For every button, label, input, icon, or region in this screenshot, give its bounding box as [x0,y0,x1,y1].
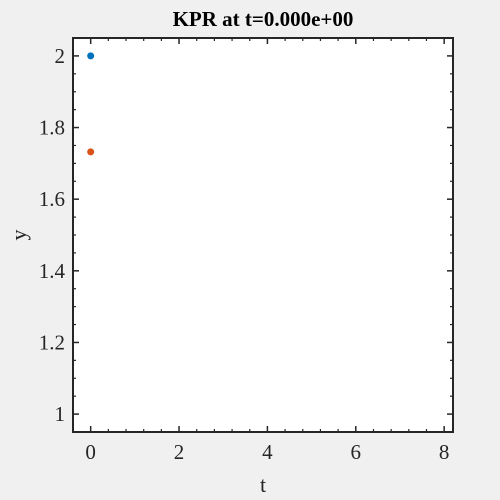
y-tick-label: 1.8 [39,116,65,140]
x-axis-label: t [260,472,266,497]
x-tick-label: 6 [351,440,362,464]
x-tick-labels: 0 2 4 6 8 [85,440,449,464]
data-point-series-1 [87,52,95,60]
data-point-series-2 [87,148,95,156]
x-tick-label: 4 [262,440,273,464]
x-tick-label: 8 [439,440,450,464]
x-tick-label: 2 [174,440,185,464]
y-tick-label: 1 [55,402,66,426]
y-tick-labels: 1 1.2 1.4 1.6 1.8 2 [39,44,66,426]
x-tick-label: 0 [85,440,96,464]
y-tick-label: 2 [55,44,66,68]
y-axis-label: y [6,230,31,241]
y-tick-label: 1.4 [39,259,66,283]
chart-title: KPR at t=0.000e+00 [173,7,354,31]
y-tick-label: 1.6 [39,187,65,211]
y-tick-label: 1.2 [39,330,65,354]
axes-box [72,37,454,433]
data-points [87,52,95,156]
plot-area [73,38,453,432]
